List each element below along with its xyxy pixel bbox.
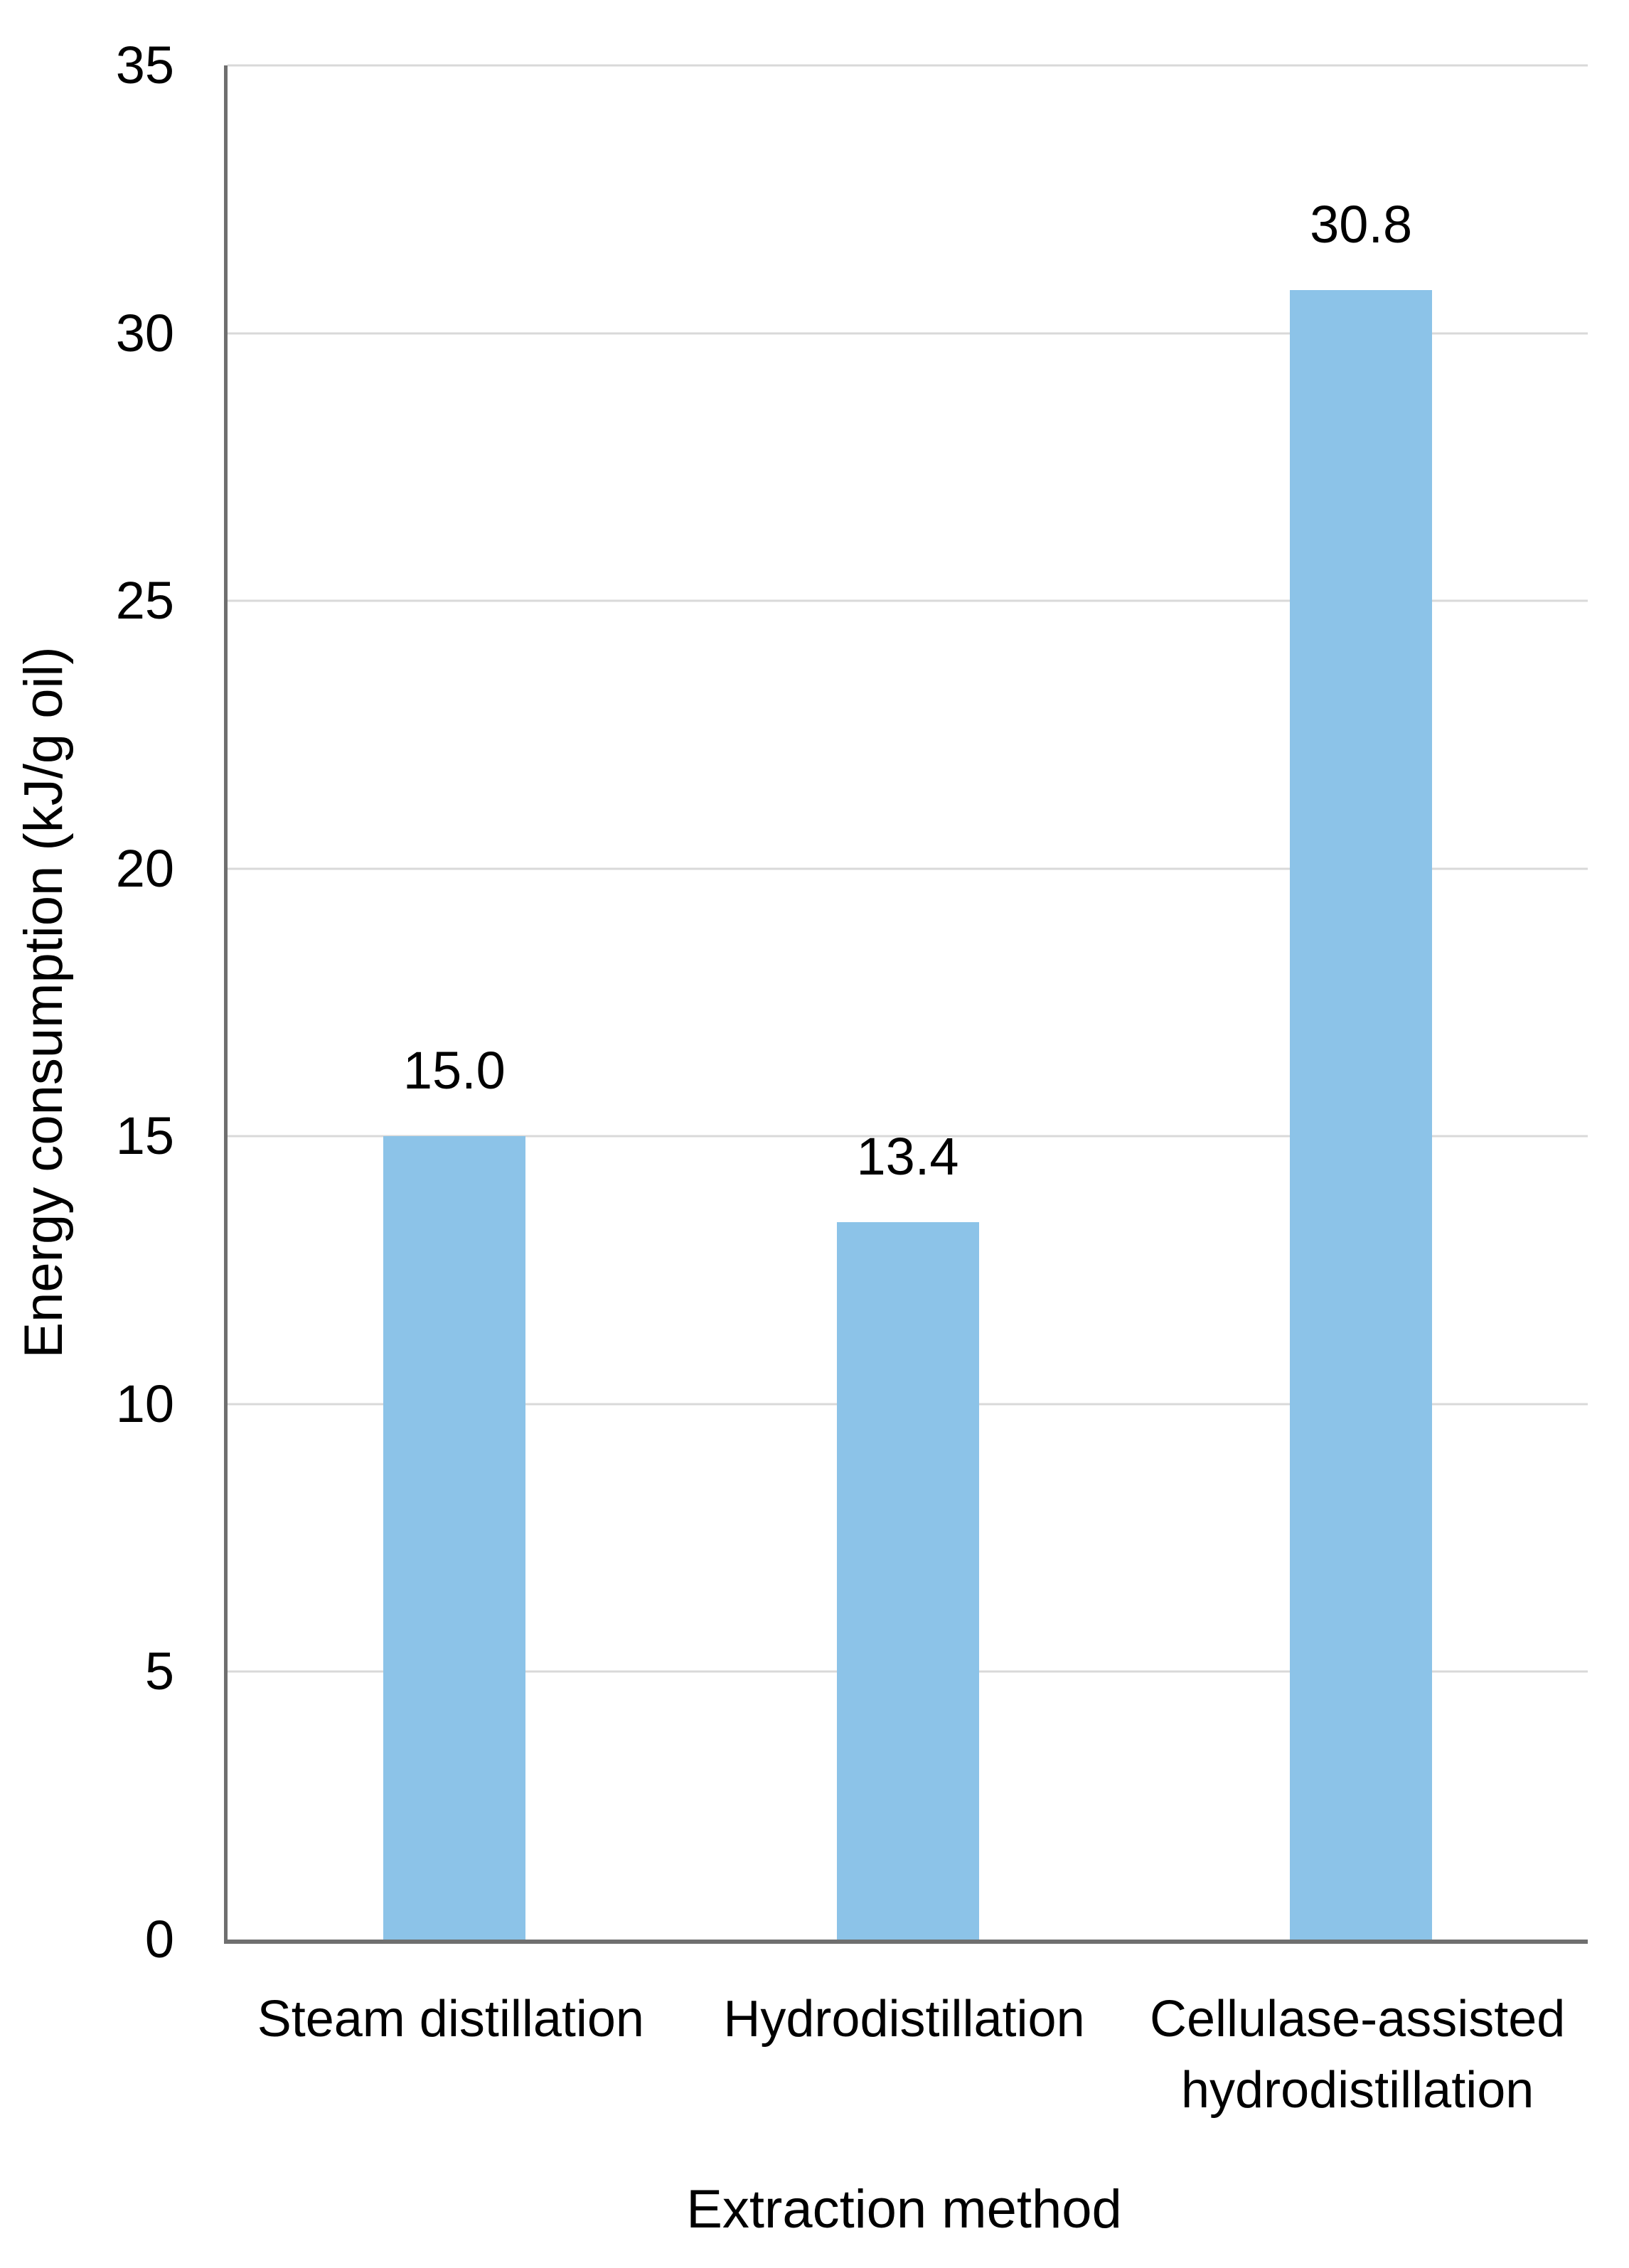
x-category-label-hydrodistillation: Hydrodistillation [723, 1991, 1085, 2048]
y-tick-label-10: 10 [115, 1374, 174, 1433]
y-tick-label-35: 35 [115, 36, 174, 95]
bar-hydrodistillation [836, 1221, 979, 1940]
gridline-30 [228, 332, 1588, 335]
x-axis-title: Extraction method [686, 2179, 1122, 2240]
bar-value-label-hydrodistillation: 13.4 [856, 1126, 959, 1186]
gridline-20 [228, 867, 1588, 870]
y-tick-label-25: 25 [115, 571, 174, 631]
y-tick-label-30: 30 [115, 303, 174, 363]
x-category-label-steam-distillation: Steam distillation [257, 1991, 644, 2048]
plot-area: 15.0 13.4 30.8 [224, 64, 1588, 1944]
bar-steam-distillation [383, 1136, 525, 1940]
gridline-15 [228, 1135, 1588, 1138]
gridline-35 [228, 64, 1588, 67]
bar-value-label-cellulase-assisted-hydrodistillation: 30.8 [1310, 195, 1413, 255]
bar-cellulase-assisted-hydrodistillation [1290, 290, 1433, 1940]
x-category-label-cellulase-assisted-hydrodistillation: Cellulase-assisted hydrodistillation [1150, 1991, 1566, 2119]
bar-value-label-steam-distillation: 15.0 [402, 1041, 506, 1101]
gridline-25 [228, 599, 1588, 602]
x-category-labels: Steam distillation Hydrodistillation Cellu… [224, 1984, 1584, 2197]
y-tick-label-15: 15 [115, 1106, 174, 1166]
y-tick-labels: 0 5 10 15 20 25 30 35 [0, 39, 174, 1966]
y-tick-label-20: 20 [115, 838, 174, 898]
y-tick-label-0: 0 [144, 1910, 174, 1969]
y-tick-label-5: 5 [144, 1642, 174, 1701]
